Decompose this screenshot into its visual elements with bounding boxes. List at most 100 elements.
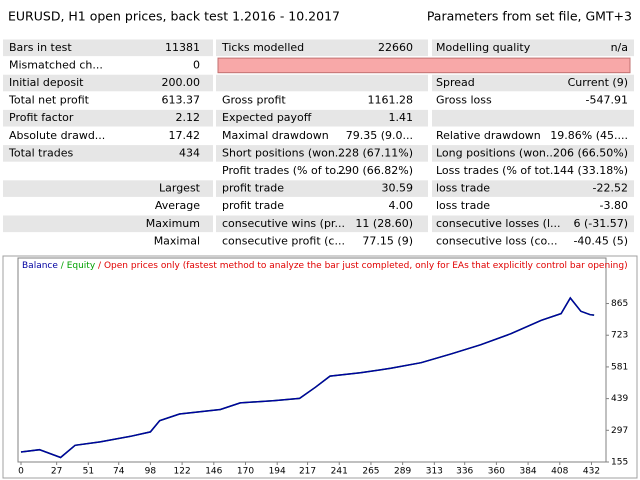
table-cell: profit trade (222, 182, 284, 195)
row-background (432, 39, 634, 57)
table-cell: Profit factor (9, 111, 74, 124)
table-cell: 30.59 (382, 182, 414, 195)
legend-separator: / (61, 261, 65, 271)
x-tick-label: 74 (113, 467, 125, 477)
table-cell: Current (9) (568, 76, 628, 89)
table-cell: 6 (-31.57) (573, 217, 628, 230)
warning-bar (217, 57, 631, 74)
x-tick-label: 170 (237, 467, 254, 477)
table-cell: Maximum (146, 217, 200, 230)
table-cell: profit trade (222, 199, 284, 212)
table-cell: Total net profit (8, 94, 90, 107)
table-cell: 0 (193, 58, 200, 71)
table-cell: 2.12 (176, 111, 201, 124)
table-cell: 1.41 (389, 111, 414, 124)
table-cell: consecutive profit (c... (222, 234, 345, 247)
x-tick-label: 27 (51, 467, 62, 477)
table-cell: Largest (159, 182, 201, 195)
report-parameters: Parameters from set file, GMT+3 (427, 9, 632, 24)
table-cell: 77.15 (9) (362, 234, 413, 247)
x-tick-label: 336 (456, 467, 473, 477)
x-tick-label: 289 (394, 467, 411, 477)
x-tick-label: 146 (205, 467, 222, 477)
x-tick-label: 313 (426, 467, 443, 477)
table-cell: 290 (66.82%) (338, 164, 413, 177)
x-tick-label: 408 (551, 467, 568, 477)
row-background (3, 145, 213, 162)
table-cell: Profit trades (% of to... (222, 164, 346, 177)
table-cell: -547.91 (586, 94, 628, 107)
table-cell: Initial deposit (9, 76, 84, 89)
x-tick-label: 384 (519, 467, 536, 477)
row-background (432, 145, 634, 162)
table-cell: Absolute drawd... (9, 129, 105, 142)
table-cell: 22660 (378, 41, 413, 54)
table-cell: Relative drawdown (436, 129, 541, 142)
x-tick-label: 0 (18, 467, 24, 477)
row-background (216, 39, 428, 57)
table-cell: 613.37 (162, 94, 201, 107)
y-tick-label: 155 (611, 458, 628, 468)
row-background (216, 180, 428, 197)
row-background (3, 215, 213, 233)
y-tick-label: 723 (611, 331, 628, 341)
legend: Balance / Equity / Open prices only (fas… (22, 261, 628, 271)
x-tick-label: 98 (145, 467, 157, 477)
table-cell: Short positions (won... (222, 146, 345, 159)
row-background (216, 145, 428, 162)
x-tick-label: 122 (174, 467, 191, 477)
table-cell: consecutive losses (l... (436, 217, 561, 230)
table-cell: 17.42 (169, 129, 201, 142)
y-tick-label: 865 (611, 299, 628, 309)
table-cell: Bars in test (9, 41, 72, 54)
x-tick-label: 360 (488, 467, 505, 477)
row-background (216, 74, 428, 92)
table-cell: Mismatched ch... (9, 58, 103, 71)
table-cell: Modelling quality (436, 41, 531, 54)
row-background (432, 74, 634, 92)
table-cell: Ticks modelled (221, 41, 304, 54)
legend-separator: / (98, 261, 102, 271)
table-cell: 11 (28.60) (355, 217, 413, 230)
table-cell: Maximal drawdown (222, 129, 329, 142)
row-background (432, 109, 634, 127)
table-cell: 228 (67.11%) (338, 146, 413, 159)
legend-item: Balance (22, 261, 58, 271)
y-tick-label: 297 (611, 426, 628, 436)
row-background (216, 215, 428, 233)
table-cell: Long positions (won... (436, 146, 556, 159)
table-cell: -3.80 (600, 199, 628, 212)
table-cell: Expected payoff (222, 111, 312, 124)
table-cell: 11381 (165, 41, 200, 54)
legend-item: Equity (67, 261, 96, 271)
table-cell: Average (155, 199, 200, 212)
table-cell: Gross loss (436, 94, 492, 107)
table-cell: consecutive loss (co... (436, 234, 558, 247)
row-background (3, 39, 213, 57)
series-line (20, 296, 595, 459)
table-cell: n/a (611, 41, 628, 54)
chart: 155 297 439 581 723 865 0 27 51 74 98 122 146 170 194 2… (18, 261, 628, 477)
table-cell: Spread (436, 76, 475, 89)
table-cell: consecutive wins (pr... (222, 217, 345, 230)
table-cell: 1161.28 (368, 94, 414, 107)
row-background (216, 109, 428, 127)
table-cell: Loss trades (% of tot... (436, 164, 560, 177)
x-tick-label: 241 (331, 467, 348, 477)
table-cell: -40.45 (5) (573, 234, 628, 247)
results-table: Bars in test 11381 Ticks modelled 22660 Mode… (3, 39, 634, 247)
table-cell: 79.35 (9.0... (346, 129, 413, 142)
table-cell: 19.86% (45.... (550, 129, 628, 142)
table-cell: loss trade (436, 182, 490, 195)
row-background (432, 180, 634, 197)
table-cell: 144 (33.18%) (553, 164, 628, 177)
y-tick-label: 581 (611, 362, 628, 372)
x-tick-label: 265 (362, 467, 379, 477)
table-cell: Gross profit (222, 94, 286, 107)
table-cell: -22.52 (593, 182, 628, 195)
x-tick-label: 51 (83, 467, 94, 477)
table-cell: 206 (66.50%) (553, 146, 628, 159)
row-background (3, 109, 213, 127)
x-tick-label: 217 (299, 467, 316, 477)
